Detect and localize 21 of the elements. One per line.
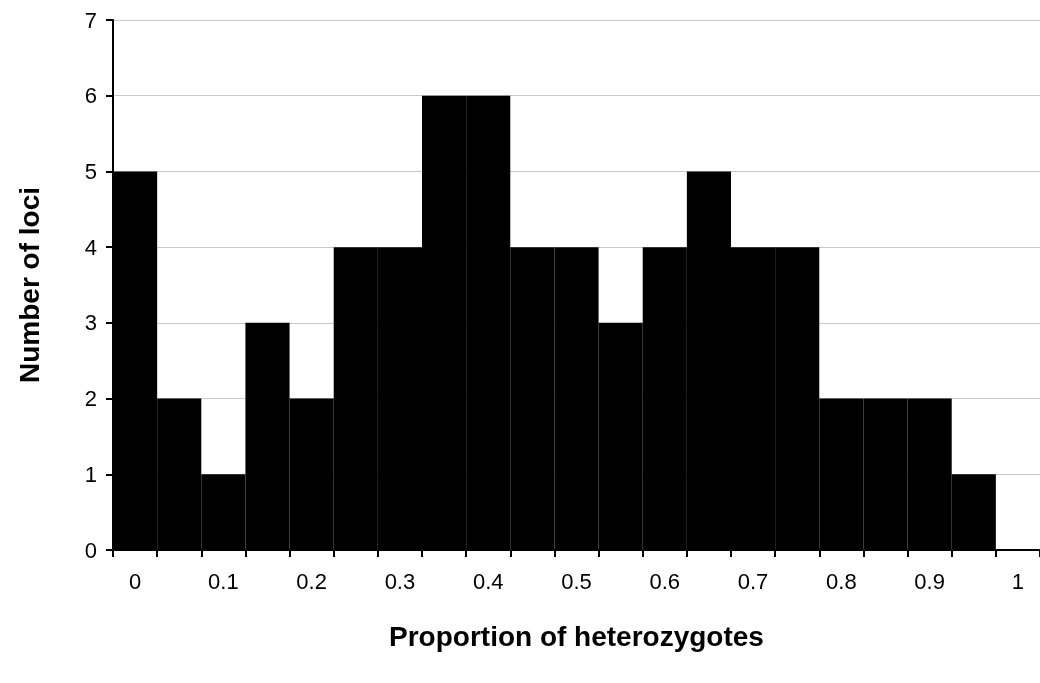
- y-tick-label: 4: [84, 234, 97, 260]
- x-tick-label: 0.4: [472, 568, 504, 594]
- y-tick-label: 0: [84, 537, 97, 563]
- x-tick-label: 0.3: [384, 568, 416, 594]
- x-tick-label: 0.7: [737, 568, 769, 594]
- x-tick-label: 0.6: [649, 568, 681, 594]
- y-tick-label: 6: [84, 83, 97, 109]
- y-tick-label: 2: [84, 386, 97, 412]
- x-tick-label: 1: [1011, 568, 1025, 594]
- y-tick-label: 7: [84, 7, 97, 33]
- y-tick-label: 5: [84, 158, 97, 184]
- x-tick-label: 0.9: [914, 568, 945, 594]
- y-axis-title: Number of loci: [13, 186, 45, 384]
- x-axis-title: Proportion of heterozygotes: [389, 620, 764, 652]
- y-tick-label: 3: [84, 310, 97, 336]
- x-tick-label: 0.2: [296, 568, 327, 594]
- x-tick-label: 0.8: [826, 568, 857, 594]
- x-tick-label: 0: [128, 568, 142, 594]
- y-tick-label: 1: [84, 461, 97, 487]
- x-tick-label: 0.1: [208, 568, 239, 594]
- x-tick-label: 0.5: [561, 568, 592, 594]
